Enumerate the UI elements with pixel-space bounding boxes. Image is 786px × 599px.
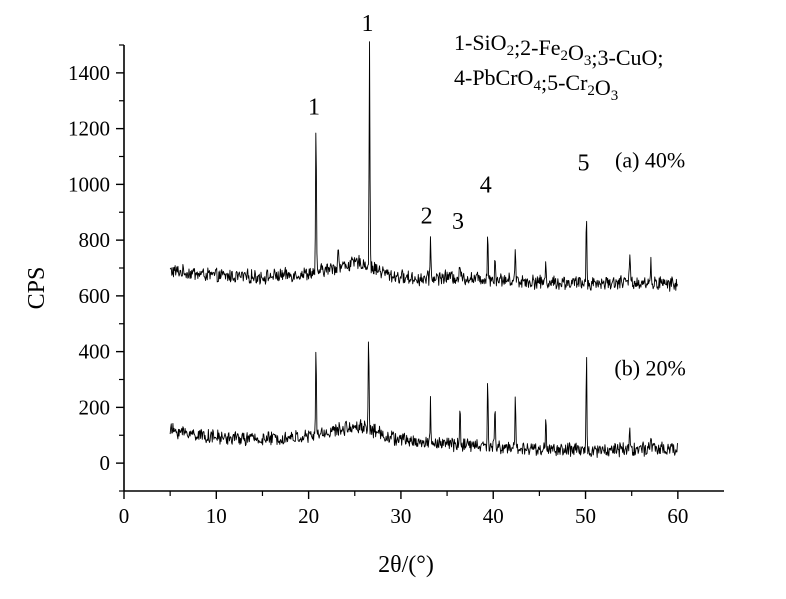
legend-subscript: 4 [533,78,541,94]
legend-line-2: 4-PbCrO4;5-Cr2O3 [454,65,618,104]
y-tick-label: 1200 [68,117,110,141]
series-line-1 [169,341,678,458]
y-axis-title: CPS [24,267,50,310]
traces [169,41,678,458]
legend-text: O [595,75,611,100]
legend-text: ;2-Fe [514,35,560,60]
series-label-0: (a) 40% [615,148,685,173]
legend-text: 4-PbCrO [454,65,533,90]
x-tick-label: 60 [667,504,688,528]
legend-subscript: 2 [561,48,569,64]
legend-subscript: 3 [584,53,592,69]
legend-text: 1-SiO [454,30,507,55]
annotations: (a) 40%(b) 20%112 3451-SiO2;2-Fe2O3;3-CuO… [308,11,686,380]
x-tick-label: 0 [119,504,130,528]
legend-text: O [568,40,584,65]
y-tick-label: 1000 [68,172,110,196]
peak-label: 5 [578,150,590,176]
x-tick-label: 20 [298,504,319,528]
peak-label: 1 [308,95,320,121]
legend-subscript: 2 [507,43,515,59]
x-tick-label: 40 [483,504,504,528]
legend-subscript: 2 [587,83,595,99]
y-tick-label: 1400 [68,61,110,85]
legend-text: ;3-CuO; [591,45,663,70]
legend-line-1: 1-SiO2;2-Fe2O3;3-CuO; [454,30,664,70]
legend-subscript: 3 [611,88,619,104]
peak-label: 4 [480,173,492,199]
y-tick-label: 800 [79,228,111,252]
peak-label: 3 [452,209,464,235]
x-axis-title: 2θ/(°) [378,552,434,578]
series-label-1: (b) 20% [614,355,685,380]
peak-label: 2 [421,203,433,229]
y-tick-label: 200 [79,395,111,419]
x-tick-label: 30 [390,504,411,528]
series-line-0 [169,41,678,292]
y-tick-label: 400 [79,340,111,364]
peak-label: 1 [362,11,374,37]
x-tick-label: 50 [575,504,596,528]
x-tick-label: 10 [206,504,227,528]
y-tick-label: 0 [100,451,111,475]
axes: 0 10 20 30 40 50 6002004006008001000120014002θ… [24,44,724,578]
y-tick-label: 600 [79,284,111,308]
legend-text: ;5-Cr [541,70,588,95]
